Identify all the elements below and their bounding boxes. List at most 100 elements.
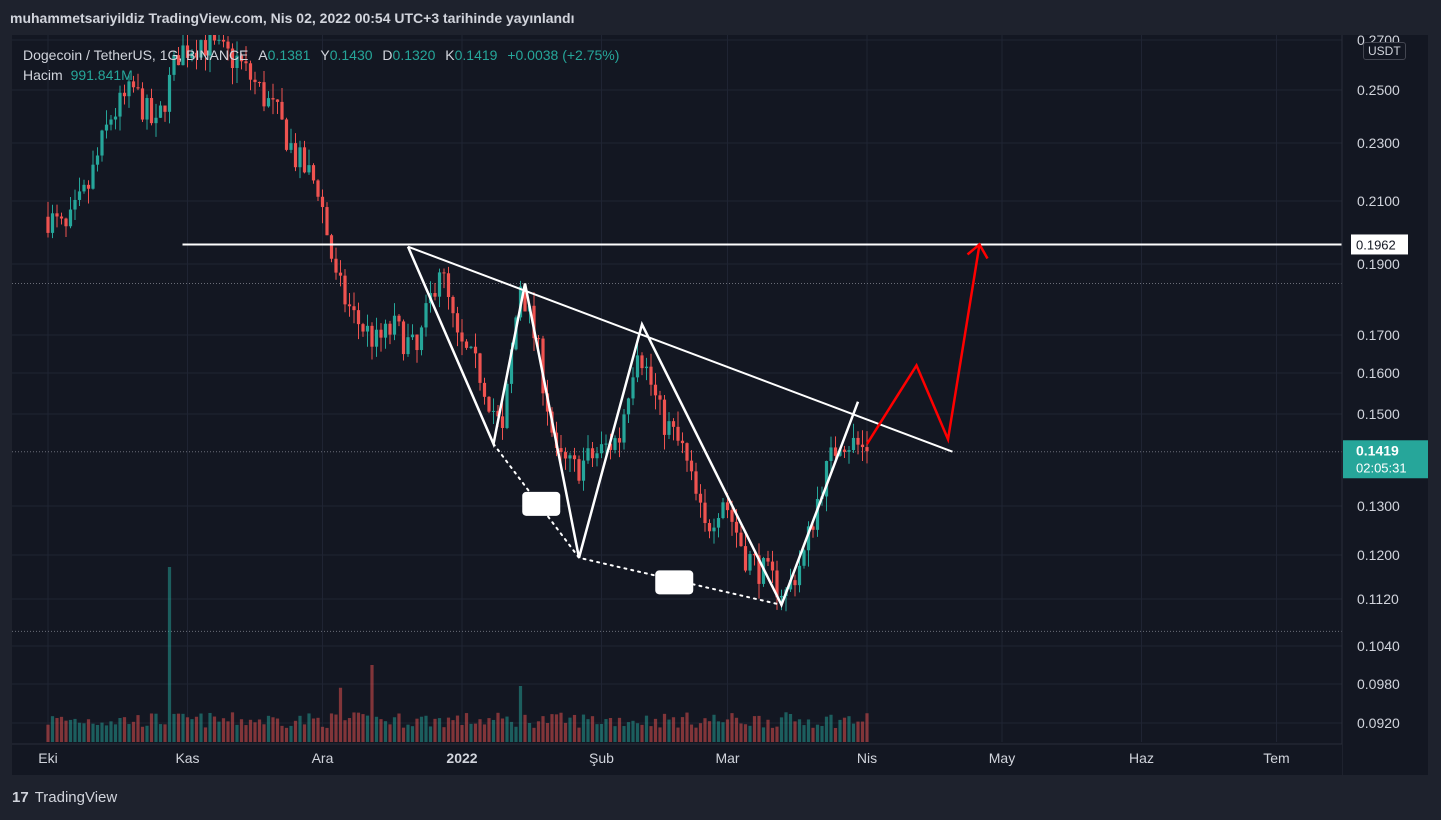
candle bbox=[811, 526, 815, 530]
candle bbox=[703, 502, 707, 524]
price-tick-label: 0.2300 bbox=[1357, 135, 1400, 151]
volume-bar bbox=[725, 719, 730, 742]
volume-bar bbox=[230, 712, 235, 742]
volume-bar bbox=[212, 716, 217, 742]
volume-bar bbox=[527, 722, 532, 742]
candle bbox=[559, 448, 563, 453]
volume-bar bbox=[46, 724, 50, 742]
candle bbox=[145, 98, 149, 120]
candle bbox=[190, 52, 194, 58]
volume-bar bbox=[514, 726, 518, 742]
volume-bar bbox=[500, 718, 505, 742]
price-tick-label: 0.2500 bbox=[1357, 82, 1400, 98]
volume-bar bbox=[113, 724, 118, 742]
volume-bar bbox=[59, 716, 64, 742]
candle bbox=[55, 213, 59, 217]
volume-bar bbox=[437, 718, 442, 742]
volume-bar bbox=[208, 712, 212, 742]
candle bbox=[500, 416, 505, 428]
descending-trend-line bbox=[407, 245, 953, 453]
price-tick-label: 0.1600 bbox=[1357, 365, 1400, 381]
candle bbox=[847, 450, 851, 452]
volume-bar bbox=[464, 713, 469, 742]
volume-bar bbox=[622, 726, 626, 742]
candle bbox=[176, 55, 181, 66]
volume-bar bbox=[761, 727, 766, 742]
volume-bar bbox=[586, 719, 590, 742]
tradingview-logo-icon: 17 bbox=[12, 789, 29, 806]
volume-bar bbox=[289, 725, 293, 742]
candle bbox=[325, 207, 329, 236]
volume-bar bbox=[743, 724, 748, 742]
volume-bar bbox=[104, 725, 109, 742]
candle bbox=[217, 39, 221, 41]
high-label: Y bbox=[320, 47, 330, 63]
time-tick-label: Nis bbox=[857, 750, 877, 766]
volume-bar bbox=[487, 718, 491, 742]
symbol-title[interactable]: Dogecoin / TetherUS, 1G, BINANCE bbox=[23, 47, 249, 63]
high-value: 0.1430 bbox=[329, 47, 373, 63]
volume-bar bbox=[428, 726, 433, 742]
time-tick-label: Tem bbox=[1263, 750, 1289, 766]
candle bbox=[734, 521, 739, 533]
volume-bar bbox=[253, 722, 257, 742]
candle bbox=[469, 346, 473, 348]
candle bbox=[370, 325, 374, 347]
volume-bar bbox=[95, 724, 100, 742]
volume-bar bbox=[577, 727, 581, 742]
volume-bar bbox=[73, 718, 77, 742]
price-tick-label: 0.1120 bbox=[1357, 591, 1399, 607]
volume-bar bbox=[365, 715, 370, 742]
price-tick-label: 0.2100 bbox=[1357, 193, 1400, 209]
candle bbox=[424, 303, 428, 328]
candle bbox=[478, 353, 482, 383]
candle bbox=[352, 306, 356, 311]
candle bbox=[487, 396, 491, 412]
drawings bbox=[182, 242, 1342, 609]
pattern-label-box bbox=[655, 570, 694, 595]
candles bbox=[46, 35, 869, 612]
candle bbox=[154, 117, 158, 124]
candle bbox=[86, 184, 91, 189]
price-tick-label: 0.0980 bbox=[1357, 676, 1400, 692]
currency-badge[interactable]: USDT bbox=[1363, 42, 1406, 60]
tradingview-logo[interactable]: 17 TradingView bbox=[12, 789, 117, 806]
volume-bar bbox=[127, 724, 131, 742]
level-price-badge bbox=[1351, 234, 1408, 255]
candle bbox=[163, 105, 167, 112]
candle bbox=[577, 459, 581, 481]
volume-bar bbox=[352, 712, 356, 742]
candle bbox=[307, 165, 311, 173]
grid bbox=[12, 35, 1342, 742]
candle bbox=[406, 337, 410, 355]
volume-bar bbox=[181, 713, 185, 742]
volume-bar bbox=[275, 718, 280, 742]
candle bbox=[410, 334, 415, 338]
volume-bar bbox=[815, 724, 820, 742]
volume-bar bbox=[482, 724, 487, 742]
volume-bar bbox=[185, 717, 190, 742]
candle bbox=[140, 88, 145, 120]
volume-bar bbox=[793, 721, 797, 742]
candle bbox=[568, 455, 572, 459]
volume-bar bbox=[91, 723, 95, 742]
volume-bar bbox=[77, 722, 82, 742]
candlestick-chart[interactable]: 0.27000.25000.23000.21000.19000.17000.16… bbox=[12, 35, 1428, 775]
volume-bar bbox=[784, 712, 788, 742]
volume-bar bbox=[397, 713, 401, 742]
volume-bar bbox=[842, 717, 847, 742]
volume-bar bbox=[460, 725, 464, 742]
volume-bar bbox=[806, 719, 811, 742]
volume-bar bbox=[851, 723, 856, 742]
candle bbox=[523, 286, 527, 312]
volume-bar bbox=[550, 714, 554, 742]
volume-bar bbox=[469, 723, 473, 742]
candle bbox=[730, 510, 734, 522]
candle bbox=[392, 315, 397, 335]
candle bbox=[644, 366, 649, 369]
volume-bar bbox=[320, 726, 325, 742]
volume-bar bbox=[158, 724, 163, 742]
volume-bar bbox=[626, 722, 631, 742]
volume-bar bbox=[833, 727, 838, 742]
candle bbox=[491, 410, 496, 412]
